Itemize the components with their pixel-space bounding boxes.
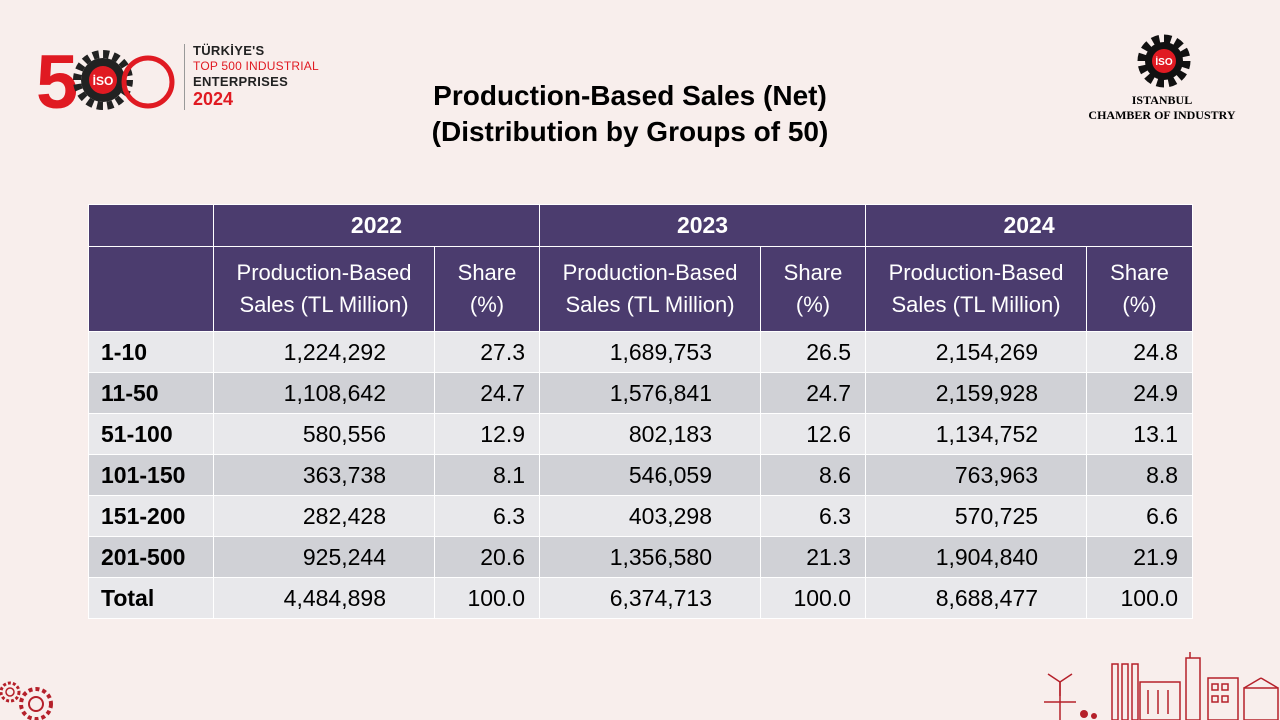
table-row: 1-10 1,224,292 27.3 1,689,753 26.5 2,154… <box>88 331 1194 373</box>
sales-cell: 2,154,269 <box>865 331 1088 373</box>
logo-year: 2024 <box>193 89 234 109</box>
share-cell: 21.3 <box>760 536 867 578</box>
sales-cell: 1,689,753 <box>539 331 762 373</box>
sales-cell: 1,356,580 <box>539 536 762 578</box>
sales-cell: 1,134,752 <box>865 413 1088 455</box>
table-row: 11-50 1,108,642 24.7 1,576,841 24.7 2,15… <box>88 372 1194 414</box>
share-header: Share (%) <box>433 246 541 332</box>
sales-cell: 763,963 <box>865 454 1088 496</box>
gears-icon <box>0 681 53 720</box>
sales-cell: 282,428 <box>213 495 435 537</box>
sales-cell: 2,159,928 <box>865 372 1088 414</box>
table-row: 151-200 282,428 6.3 403,298 6.3 570,725 … <box>88 495 1194 537</box>
group-label: 1-10 <box>88 331 214 373</box>
share-cell: 13.1 <box>1086 413 1194 455</box>
iso-gear-icon: İSO <box>1137 34 1191 88</box>
group-label: 51-100 <box>88 413 214 455</box>
share-cell: 12.9 <box>433 413 541 455</box>
sales-cell: 580,556 <box>213 413 435 455</box>
table-row: 201-500 925,244 20.6 1,356,580 21.3 1,90… <box>88 536 1194 578</box>
svg-text:İSO: İSO <box>93 73 114 88</box>
slide-title: Production-Based Sales (Net) (Distributi… <box>300 78 960 150</box>
title-line1: Production-Based Sales (Net) <box>433 80 827 111</box>
sales-cell: 8,688,477 <box>865 577 1088 619</box>
factory-skyline-icon <box>1044 652 1279 720</box>
year-header: 2022 <box>212 204 541 247</box>
share-cell: 100.0 <box>760 577 867 619</box>
sales-header: Production-Based Sales (TL Million) <box>539 246 762 332</box>
sales-cell: 925,244 <box>213 536 435 578</box>
share-cell: 24.7 <box>760 372 867 414</box>
share-header: Share (%) <box>1086 246 1194 332</box>
group-label: 201-500 <box>88 536 214 578</box>
share-cell: 24.7 <box>433 372 541 414</box>
corner-cell <box>88 246 214 332</box>
sales-distribution-table: 2022 2023 2024 Production-Based Sales (TL… <box>88 204 1194 619</box>
share-cell: 24.9 <box>1086 372 1194 414</box>
group-label: 11-50 <box>88 372 214 414</box>
share-cell: 8.1 <box>433 454 541 496</box>
share-cell: 26.5 <box>760 331 867 373</box>
sales-cell: 6,374,713 <box>539 577 762 619</box>
share-cell: 100.0 <box>1086 577 1194 619</box>
sales-cell: 1,108,642 <box>213 372 435 414</box>
org-line2: CHAMBER OF INDUSTRY <box>1088 108 1236 122</box>
logo-text: TÜRKİYE'S TOP 500 INDUSTRIAL ENTERPRISES… <box>193 44 319 108</box>
corner-cell <box>88 204 214 247</box>
share-cell: 27.3 <box>433 331 541 373</box>
sales-cell: 403,298 <box>539 495 762 537</box>
top-500-logo: 5 İSO <box>36 42 175 122</box>
logo-divider <box>184 44 185 110</box>
sales-cell: 1,904,840 <box>865 536 1088 578</box>
year-header: 2023 <box>539 204 867 247</box>
sales-cell: 4,484,898 <box>213 577 435 619</box>
year-header-row: 2022 2023 2024 <box>88 204 1194 247</box>
share-cell: 12.6 <box>760 413 867 455</box>
table-row: 101-150 363,738 8.1 546,059 8.6 763,963 … <box>88 454 1194 496</box>
group-label: 151-200 <box>88 495 214 537</box>
organization-name: ISTANBUL CHAMBER OF INDUSTRY <box>1070 93 1254 123</box>
sales-header: Production-Based Sales (TL Million) <box>865 246 1088 332</box>
share-header: Share (%) <box>760 246 867 332</box>
sales-cell: 802,183 <box>539 413 762 455</box>
sales-cell: 1,224,292 <box>213 331 435 373</box>
share-cell: 6.3 <box>433 495 541 537</box>
sales-cell: 1,576,841 <box>539 372 762 414</box>
sales-header: Production-Based Sales (TL Million) <box>213 246 435 332</box>
sales-cell: 363,738 <box>213 454 435 496</box>
org-line1: ISTANBUL <box>1131 93 1193 107</box>
sales-cell: 570,725 <box>865 495 1088 537</box>
svg-text:İSO: İSO <box>1155 55 1172 68</box>
group-label: Total <box>88 577 214 619</box>
share-cell: 8.8 <box>1086 454 1194 496</box>
total-row: Total 4,484,898 100.0 6,374,713 100.0 8,… <box>88 577 1194 619</box>
share-cell: 24.8 <box>1086 331 1194 373</box>
share-cell: 8.6 <box>760 454 867 496</box>
svg-text:5: 5 <box>36 42 77 122</box>
year-header: 2024 <box>865 204 1194 247</box>
logo-line3: ENTERPRISES <box>193 74 289 89</box>
sales-cell: 546,059 <box>539 454 762 496</box>
group-label: 101-150 <box>88 454 214 496</box>
table-row: 51-100 580,556 12.9 802,183 12.6 1,134,7… <box>88 413 1194 455</box>
share-cell: 100.0 <box>433 577 541 619</box>
column-header-row: Production-Based Sales (TL Million) Share… <box>88 246 1194 332</box>
share-cell: 20.6 <box>433 536 541 578</box>
title-line2: (Distribution by Groups of 50) <box>431 116 829 147</box>
share-cell: 21.9 <box>1086 536 1194 578</box>
share-cell: 6.6 <box>1086 495 1194 537</box>
share-cell: 6.3 <box>760 495 867 537</box>
logo-line2: TOP 500 INDUSTRIAL <box>193 59 319 73</box>
logo-line1: TÜRKİYE'S <box>193 43 265 58</box>
